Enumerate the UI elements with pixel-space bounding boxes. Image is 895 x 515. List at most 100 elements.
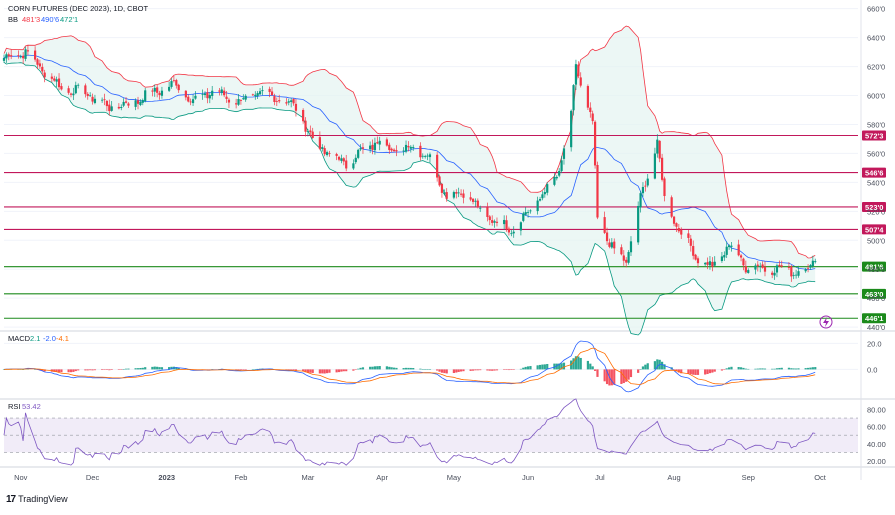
candle-body bbox=[543, 191, 546, 195]
candle-body bbox=[579, 77, 582, 86]
macd-histogram-bar bbox=[560, 363, 563, 370]
candle-body bbox=[36, 59, 39, 65]
macd-histogram-bar bbox=[404, 367, 408, 370]
macd-histogram-bar bbox=[792, 368, 795, 370]
candle-body bbox=[761, 264, 764, 268]
macd-histogram-bar bbox=[486, 369, 489, 371]
macd-histogram-bar bbox=[704, 369, 707, 375]
macd-histogram-bar bbox=[91, 369, 94, 371]
signal-line bbox=[3, 347, 816, 385]
macd-line bbox=[3, 340, 816, 393]
macd-histogram-bar bbox=[144, 367, 147, 370]
candle-body bbox=[663, 178, 666, 197]
candle-body bbox=[658, 140, 661, 159]
candle-body bbox=[318, 137, 321, 149]
candle-body bbox=[69, 93, 73, 95]
candle-body bbox=[134, 100, 137, 107]
candle-body bbox=[292, 99, 295, 104]
macd-histogram-bar bbox=[538, 364, 542, 370]
candle-body bbox=[285, 102, 288, 104]
candle-body bbox=[737, 244, 740, 256]
macd-histogram-bar bbox=[424, 369, 427, 370]
candle-body bbox=[359, 148, 362, 150]
candle-body bbox=[290, 100, 293, 102]
candle-body bbox=[168, 86, 171, 91]
macd-histogram-bar bbox=[491, 369, 494, 371]
tradingview-brand[interactable]: 17 TradingView bbox=[6, 492, 68, 506]
candle-body bbox=[605, 232, 609, 242]
candle-body bbox=[24, 49, 27, 59]
candle-body bbox=[536, 200, 539, 212]
candle-body bbox=[436, 154, 439, 178]
candle-body bbox=[127, 103, 130, 106]
macd-histogram-bar bbox=[804, 368, 807, 370]
macd-histogram-bar bbox=[436, 369, 439, 371]
macd-histogram-bar bbox=[117, 369, 120, 370]
candle-body bbox=[158, 92, 161, 96]
candle-body bbox=[108, 104, 111, 112]
candle-body bbox=[328, 153, 331, 154]
candle-body bbox=[708, 261, 712, 266]
macd-histogram-bar bbox=[503, 369, 506, 370]
candle-body bbox=[84, 85, 87, 95]
rsi-line bbox=[3, 398, 816, 466]
macd-histogram-bar bbox=[151, 366, 154, 370]
candle-body bbox=[505, 220, 508, 229]
candle-body bbox=[120, 106, 123, 108]
macd-histogram-bar bbox=[110, 369, 113, 370]
macd-histogram-bar bbox=[428, 369, 432, 370]
candle-body bbox=[244, 95, 247, 100]
macd-histogram-bar bbox=[156, 366, 159, 370]
candle-body bbox=[560, 160, 563, 172]
candle-body bbox=[639, 193, 642, 208]
macd-histogram-bar bbox=[124, 368, 128, 370]
candle-body bbox=[426, 155, 429, 157]
x-axis-label: Dec bbox=[86, 473, 100, 482]
candle-body bbox=[371, 144, 374, 150]
candle-body bbox=[388, 144, 391, 150]
candle-body bbox=[787, 266, 791, 268]
macd-histogram-bar bbox=[388, 366, 391, 370]
candle-body bbox=[792, 274, 795, 276]
level-tag-resistance bbox=[862, 224, 886, 235]
candle-body bbox=[814, 261, 817, 263]
rsi-tick-label: 80.00 bbox=[867, 406, 886, 415]
candle-body bbox=[26, 50, 30, 52]
macd-histogram-bar bbox=[546, 363, 549, 370]
candle-body bbox=[311, 131, 314, 138]
candle-body bbox=[172, 80, 176, 82]
candle-body bbox=[194, 95, 197, 99]
candle-body bbox=[756, 264, 759, 266]
candle-body bbox=[223, 90, 226, 96]
candle-body bbox=[337, 156, 341, 160]
candle-body bbox=[706, 262, 709, 265]
candle-body bbox=[256, 93, 259, 96]
candle-body bbox=[744, 266, 747, 273]
candle-body bbox=[60, 86, 63, 90]
macd-histogram-bar bbox=[72, 369, 75, 372]
macd-histogram-bar bbox=[256, 368, 259, 370]
macd-histogram-bar bbox=[797, 368, 800, 370]
macd-histogram-bar bbox=[302, 369, 305, 372]
candle-body bbox=[156, 87, 159, 93]
macd-histogram-bar bbox=[811, 367, 814, 370]
bb-legend-value: 472'1 bbox=[60, 15, 78, 24]
candle-body bbox=[77, 84, 80, 86]
candle-body bbox=[254, 94, 257, 96]
chart-title: CORN FUTURES (DEC 2023), 1D, CBOT bbox=[8, 4, 148, 13]
candle-body bbox=[203, 93, 207, 96]
level-tag-support bbox=[862, 261, 886, 272]
macd-histogram-bar bbox=[656, 359, 659, 370]
macd-histogram-bar bbox=[290, 369, 293, 370]
x-axis-label: Jul bbox=[595, 473, 605, 482]
candle-body bbox=[778, 264, 781, 267]
candle-body bbox=[390, 148, 393, 151]
candle-body bbox=[711, 261, 714, 267]
candle-body bbox=[495, 221, 499, 223]
candle-body bbox=[440, 183, 444, 193]
price-tick-label: 500'0 bbox=[867, 236, 885, 245]
candle-body bbox=[385, 139, 388, 146]
candle-body bbox=[689, 238, 692, 246]
